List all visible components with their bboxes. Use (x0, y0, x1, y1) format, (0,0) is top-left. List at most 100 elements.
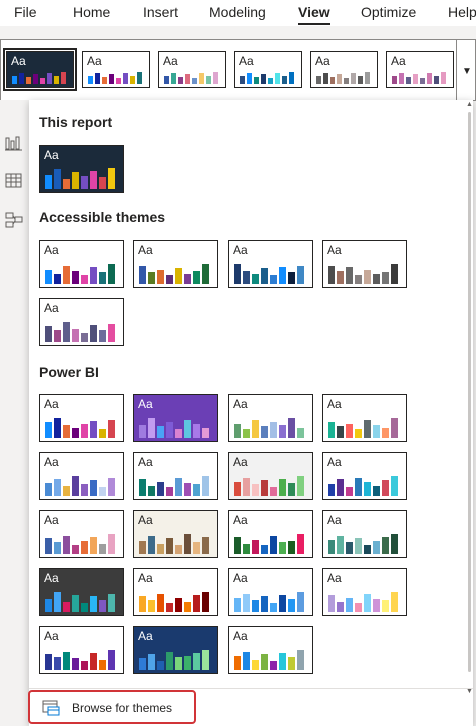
theme-powerbi-0[interactable]: Aa (39, 394, 124, 442)
theme-color-swatch (199, 73, 204, 84)
theme-color-swatch (234, 424, 241, 438)
theme-color-swatch (328, 422, 335, 438)
theme-color-swatch (90, 421, 97, 438)
tab-help[interactable]: Help (448, 4, 476, 20)
theme-powerbi-16[interactable]: Aa (39, 626, 124, 674)
tab-home[interactable]: Home (73, 4, 111, 20)
theme-sample-text: Aa (327, 571, 342, 585)
theme-color-swatch (47, 73, 52, 84)
theme-color-swatch (323, 73, 328, 84)
theme-color-swatch (297, 428, 304, 438)
theme-color-swatch (346, 542, 353, 554)
gallery-more-button[interactable]: ▼ (457, 39, 476, 101)
theme-color-swatch (406, 77, 411, 84)
theme-color-swatch (364, 482, 371, 496)
ribbon-theme-3[interactable]: Aa (234, 51, 302, 88)
ribbon-theme-2[interactable]: Aa (158, 51, 226, 88)
theme-color-swatch (148, 536, 155, 554)
theme-powerbi-18[interactable]: Aa (228, 626, 313, 674)
theme-color-swatch (355, 538, 362, 554)
theme-color-swatch (157, 426, 164, 438)
theme-powerbi-17[interactable]: Aa (133, 626, 218, 674)
theme-accessible-3[interactable]: Aa (322, 240, 407, 288)
theme-color-swatch (45, 270, 52, 284)
theme-sample-text: Aa (233, 243, 248, 257)
theme-powerbi-3[interactable]: Aa (322, 394, 407, 442)
theme-color-swatch (184, 534, 191, 554)
theme-powerbi-11[interactable]: Aa (322, 510, 407, 558)
theme-this-report[interactable]: Aa (39, 145, 124, 193)
theme-color-swatch (166, 275, 173, 284)
theme-powerbi-6[interactable]: Aa (228, 452, 313, 500)
theme-powerbi-12[interactable]: Aa (39, 568, 124, 616)
tab-modeling[interactable]: Modeling (209, 4, 266, 20)
theme-powerbi-14[interactable]: Aa (228, 568, 313, 616)
theme-powerbi-2[interactable]: Aa (228, 394, 313, 442)
ribbon-theme-4[interactable]: Aa (310, 51, 378, 88)
theme-accessible-1[interactable]: Aa (133, 240, 218, 288)
model-icon[interactable] (5, 212, 23, 228)
ribbon-theme-5[interactable]: Aa (386, 51, 454, 88)
theme-color-swatch (279, 595, 286, 612)
theme-color-swatch (45, 483, 52, 496)
tab-optimize[interactable]: Optimize (361, 4, 417, 20)
theme-powerbi-8[interactable]: Aa (39, 510, 124, 558)
theme-powerbi-7[interactable]: Aa (322, 452, 407, 500)
theme-color-swatch (116, 78, 121, 84)
theme-powerbi-15[interactable]: Aa (322, 568, 407, 616)
theme-color-swatch (392, 76, 397, 84)
tab-file[interactable]: File (14, 4, 37, 20)
theme-powerbi-5[interactable]: Aa (133, 452, 218, 500)
theme-accessible-4[interactable]: Aa (39, 298, 124, 346)
theme-color-swatch (54, 479, 61, 496)
theme-color-swatch (139, 425, 146, 438)
theme-color-swatch (184, 420, 191, 438)
theme-color-swatch (355, 275, 362, 284)
theme-color-swatch (157, 482, 164, 496)
theme-accessible-0[interactable]: Aa (39, 240, 124, 288)
theme-color-swatch (252, 484, 259, 496)
scroll-down-icon[interactable]: ▼ (466, 688, 473, 695)
theme-color-swatch (337, 602, 344, 612)
ribbon-theme-1[interactable]: Aa (82, 51, 150, 88)
theme-color-swatch (175, 478, 182, 496)
theme-color-swatch (297, 476, 304, 496)
ribbon-theme-0[interactable]: Aa (3, 48, 77, 91)
theme-sample-text: Aa (233, 629, 248, 643)
theme-color-swatch (328, 595, 335, 612)
theme-powerbi-1[interactable]: Aa (133, 394, 218, 442)
theme-sample-text: Aa (233, 397, 248, 411)
theme-color-swatch (157, 544, 164, 554)
theme-powerbi-10[interactable]: Aa (228, 510, 313, 558)
table-icon[interactable] (5, 173, 23, 189)
theme-color-swatch (261, 596, 268, 612)
scroll-up-icon[interactable]: ▲ (466, 101, 473, 108)
theme-color-swatch (193, 424, 200, 438)
theme-powerbi-4[interactable]: Aa (39, 452, 124, 500)
tab-insert[interactable]: Insert (143, 4, 179, 20)
theme-color-swatch (81, 275, 88, 284)
theme-color-swatch (279, 479, 286, 496)
section-title-power-bi: Power BI (39, 364, 99, 380)
theme-color-swatch (282, 76, 287, 84)
theme-color-swatch (45, 422, 52, 438)
theme-color-swatch (61, 72, 66, 84)
bar-chart-icon[interactable] (5, 135, 23, 151)
tab-view[interactable]: View (298, 4, 330, 20)
theme-color-swatch (270, 275, 277, 284)
theme-color-swatch (434, 76, 439, 84)
scrollbar-thumb[interactable] (468, 112, 471, 672)
browse-for-themes-button[interactable]: Browse for themes (28, 690, 196, 724)
theme-color-swatch (99, 544, 106, 554)
theme-powerbi-13[interactable]: Aa (133, 568, 218, 616)
theme-color-swatch (137, 72, 142, 84)
theme-color-swatch (72, 428, 79, 438)
ribbon-tabs: File Home Insert Modeling View Optimize … (0, 0, 476, 26)
theme-color-swatch (54, 330, 61, 342)
theme-color-swatch (330, 77, 335, 84)
theme-color-swatch (297, 534, 304, 554)
theme-color-swatch (148, 272, 155, 284)
theme-powerbi-9[interactable]: Aa (133, 510, 218, 558)
theme-sample-text: Aa (233, 571, 248, 585)
theme-accessible-2[interactable]: Aa (228, 240, 313, 288)
